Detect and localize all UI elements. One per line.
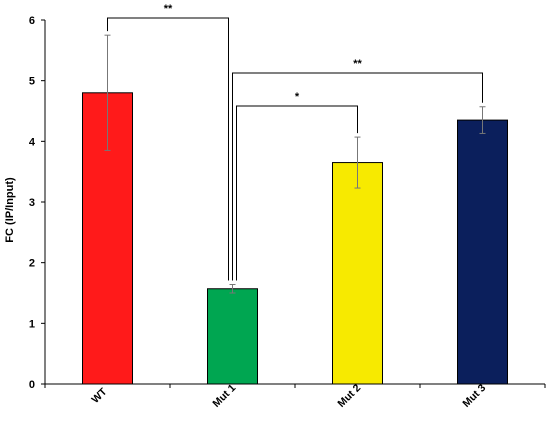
- significance-bracket: [236, 105, 358, 281]
- bar-mut-1: [207, 288, 258, 385]
- y-tick-label: 2: [29, 258, 35, 270]
- y-tick-label: 6: [29, 15, 35, 27]
- labels: WT Mut 1 Mut 2 Mut 3: [89, 382, 488, 410]
- bars: [82, 92, 508, 385]
- significance-label: **: [164, 3, 173, 15]
- error-bars: [104, 34, 486, 294]
- significance-bracket: [232, 72, 483, 281]
- x-tick-label: Mut 2: [335, 382, 363, 410]
- significance-label: *: [295, 91, 300, 103]
- y-tick-label: 0: [29, 379, 35, 391]
- x-tick-label: WT: [89, 385, 109, 405]
- y-axis-title: FC (IP/Input): [4, 177, 16, 243]
- x-tick-label: Mut 3: [460, 382, 488, 410]
- bar-mut-3: [457, 119, 508, 385]
- y-tick-label: 3: [29, 197, 35, 209]
- y-tick-label: 4: [29, 136, 36, 148]
- x-tick-label: Mut 1: [210, 382, 238, 410]
- y-tick-label: 5: [29, 76, 35, 88]
- significance-label: **: [353, 58, 362, 70]
- significance-bracket: [107, 17, 229, 281]
- y-tick-label: 1: [29, 318, 35, 330]
- significance-brackets: *****: [107, 3, 483, 281]
- bar-mut-2: [332, 162, 383, 385]
